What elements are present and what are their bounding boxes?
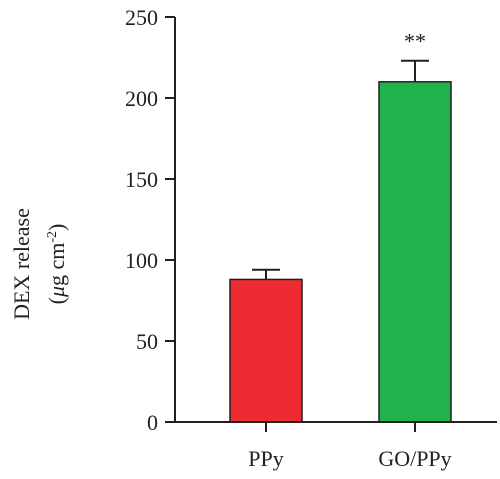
x-tick-label: PPy xyxy=(248,446,283,471)
y-axis-label-group: DEX release xyxy=(9,208,34,320)
bar-ppy xyxy=(229,278,303,423)
y-axis-ticks: 0 50 100 150 200 250 xyxy=(125,5,175,435)
bar-go-ppy xyxy=(378,81,452,423)
y-tick-label: 50 xyxy=(136,329,158,354)
x-tick-label: GO/PPy xyxy=(378,446,451,471)
y-tick-label: 150 xyxy=(125,167,158,192)
y-tick-label: 250 xyxy=(125,5,158,30)
y-axis-label-line2: (μg cm-2) xyxy=(44,224,69,305)
bars: PPy GO/PPy ** xyxy=(229,29,452,471)
y-axis-label-line1: DEX release xyxy=(9,208,34,320)
y-tick-label: 100 xyxy=(125,248,158,273)
significance-marker: ** xyxy=(404,29,426,54)
y-axis-unit-group: (μg cm-2) xyxy=(44,224,69,305)
y-tick-label: 0 xyxy=(147,410,158,435)
y-tick-label: 200 xyxy=(125,86,158,111)
